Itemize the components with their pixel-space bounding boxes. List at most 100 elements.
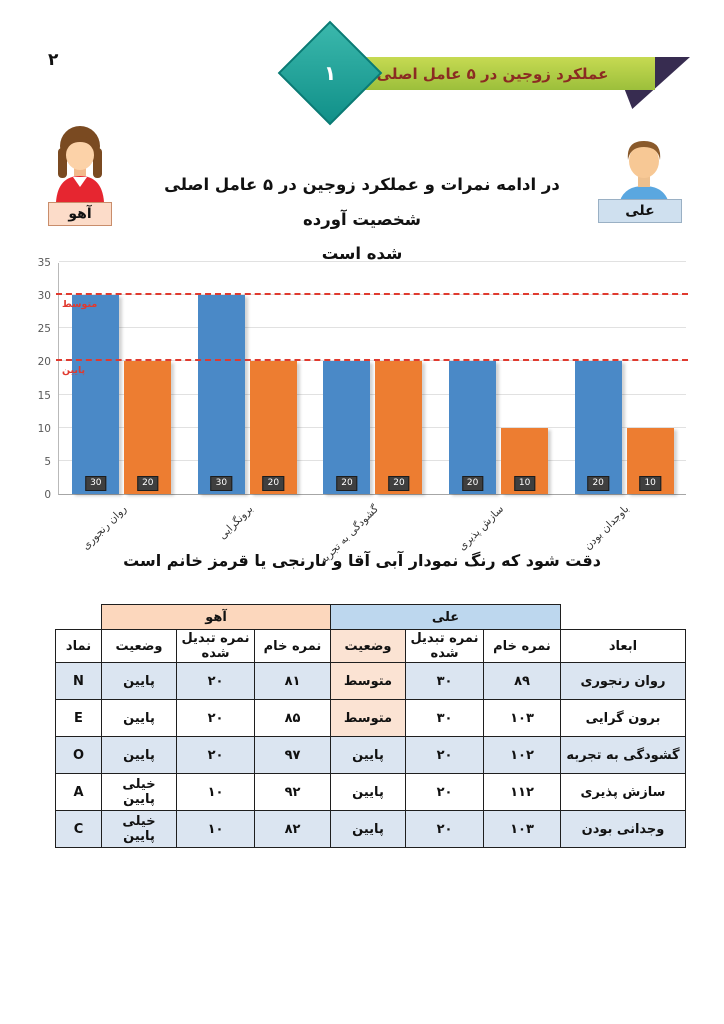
table-cell: خیلی پایین: [101, 810, 177, 848]
bar-husband: 20: [449, 361, 497, 494]
table-cell: وجدانی بودن: [560, 810, 686, 848]
table-cell: متوسط: [330, 699, 406, 737]
bar-value-label: 20: [336, 476, 358, 491]
bar-value-label: 30: [210, 476, 233, 491]
reference-line: [56, 293, 688, 296]
bar-wife: 10: [626, 427, 674, 494]
table-cell: ۲۰: [176, 662, 255, 700]
scores-table: علی آهو ابعاد نمره خام نمره تبدیل شده وضعیت نم…: [55, 604, 686, 848]
table-cell: A: [55, 773, 102, 811]
table-cell: ۱۰۲: [483, 736, 561, 774]
bar-husband: 30: [197, 295, 245, 494]
y-axis-tick: 20: [37, 356, 51, 369]
bar-value-label: 20: [587, 476, 609, 491]
column-header: وضعیت: [330, 629, 406, 663]
gridline: [59, 426, 686, 428]
bar-group: 30 20: [185, 263, 311, 494]
table-cell: ۲۰: [405, 810, 484, 848]
table-cell: ۸۱: [254, 662, 331, 700]
husband-name-tag: علی: [598, 199, 682, 223]
table-cell: برون گرایی: [560, 699, 686, 737]
bar-wife: 20: [124, 361, 172, 494]
reference-line: [56, 359, 688, 362]
husband-group-header: علی: [330, 604, 561, 630]
table-cell: خیلی پایین: [101, 773, 177, 811]
table-cell: ۱۰: [176, 810, 255, 848]
gridline: [59, 327, 686, 329]
bar-value-label: 10: [639, 476, 661, 491]
table-row: وجدانی بودن ۱۰۳ ۲۰ پایین ۸۲ ۱۰ خیلی پایین C: [55, 810, 686, 848]
table-row: روان رنجوری ۸۹ ۳۰ متوسط ۸۱ ۲۰ پایین N: [55, 662, 686, 700]
table-cell: گشودگی به تجربه: [560, 736, 686, 774]
column-header: وضعیت: [101, 629, 177, 663]
wife-name-tag: آهو: [48, 202, 112, 226]
banner-diamond: ۱: [277, 20, 383, 126]
table-cell: ۲۰: [405, 773, 484, 811]
table-cell: ۳۰: [405, 662, 484, 700]
table-cell: پایین: [101, 699, 177, 737]
table-cell: ۲۰: [176, 699, 255, 737]
table-cell: روان رنجوری: [560, 662, 686, 700]
banner-ribbon: عملکرد زوجین در ۵ عامل اصلی: [330, 57, 655, 90]
column-header: نماد: [55, 629, 102, 663]
bar-value-label: 30: [85, 476, 107, 491]
x-axis-label: باوجدان بودن: [582, 503, 632, 553]
bar-wife: 20: [375, 361, 423, 494]
y-axis-tick: 30: [37, 290, 51, 303]
corner-cell: [560, 604, 686, 630]
table-cell: ۲۰: [176, 736, 255, 774]
x-axis-label: روان رنجوری: [80, 503, 130, 553]
gridline: [59, 393, 686, 395]
table-cell: ۸۹: [483, 662, 561, 700]
table-cell: پایین: [330, 810, 406, 848]
table-cell: ۹۲: [254, 773, 331, 811]
bar-husband: 20: [574, 361, 622, 494]
reference-line-label: پایین: [62, 365, 86, 377]
table-cell: O: [55, 736, 102, 774]
x-axis-label: سازش پذیری: [456, 503, 507, 553]
bar-value-label: 20: [137, 476, 159, 491]
table-cell: متوسط: [330, 662, 406, 700]
intro-line-2: شده است: [321, 244, 403, 264]
y-axis-tick: 15: [37, 389, 51, 402]
page-number: ۲: [48, 50, 59, 70]
reference-line-label: متوسط: [62, 299, 98, 311]
wife-group-header: آهو: [101, 604, 331, 630]
column-header: نمره تبدیل شده: [405, 629, 484, 663]
bar-value-label: 10: [513, 476, 536, 491]
table-cell: ۱۱۲: [483, 773, 561, 811]
table-row: برون گرایی ۱۰۳ ۳۰ متوسط ۸۵ ۲۰ پایین E: [55, 699, 686, 737]
table-cell: N: [55, 662, 102, 700]
column-header: نمره خام: [483, 629, 561, 663]
bar-group: 20 20: [310, 263, 436, 494]
table-row: گشودگی به تجربه ۱۰۲ ۲۰ پایین ۹۷ ۲۰ پایین O: [55, 736, 686, 774]
banner-title: عملکرد زوجین در ۵ عامل اصلی: [376, 64, 609, 83]
column-header: ابعاد: [560, 629, 686, 663]
column-header: نمره تبدیل شده: [176, 629, 255, 663]
table-row: سازش پذیری ۱۱۲ ۲۰ پایین ۹۲ ۱۰ خیلی پایین A: [55, 773, 686, 811]
column-header: نمره خام: [254, 629, 331, 663]
y-axis-tick: 5: [44, 455, 51, 468]
chart-caption: دقت شود که رنگ نمودار آبی آقا و نارنجی ی…: [123, 551, 601, 570]
bar-value-label: 20: [461, 476, 484, 491]
plot-area: 0 5 10 15 20 25 30 35 30 20 30 20 20 20 20 10 20 10 متوسط پ…: [38, 257, 688, 501]
table-cell: ۲۰: [405, 736, 484, 774]
bar-wife: 10: [501, 427, 549, 494]
table-cell: C: [55, 810, 102, 848]
table-cell: ۳۰: [405, 699, 484, 737]
bar-group: 20 10: [561, 263, 687, 494]
x-axis-label: برونگرایی: [216, 503, 255, 542]
table-cell: پایین: [101, 662, 177, 700]
gridline: [59, 261, 686, 262]
table-cell: پایین: [330, 773, 406, 811]
table-cell: ۸۲: [254, 810, 331, 848]
intro-line-1: در ادامه نمرات و عملکرد زوجین در ۵ عامل …: [164, 175, 560, 229]
bar-group: 20 10: [436, 263, 562, 494]
y-axis-tick: 35: [37, 257, 51, 269]
bar-value-label: 20: [388, 476, 410, 491]
bar-group: 30 20: [59, 263, 185, 494]
table-cell: ۸۵: [254, 699, 331, 737]
table-cell: پایین: [330, 736, 406, 774]
table-cell: E: [55, 699, 102, 737]
